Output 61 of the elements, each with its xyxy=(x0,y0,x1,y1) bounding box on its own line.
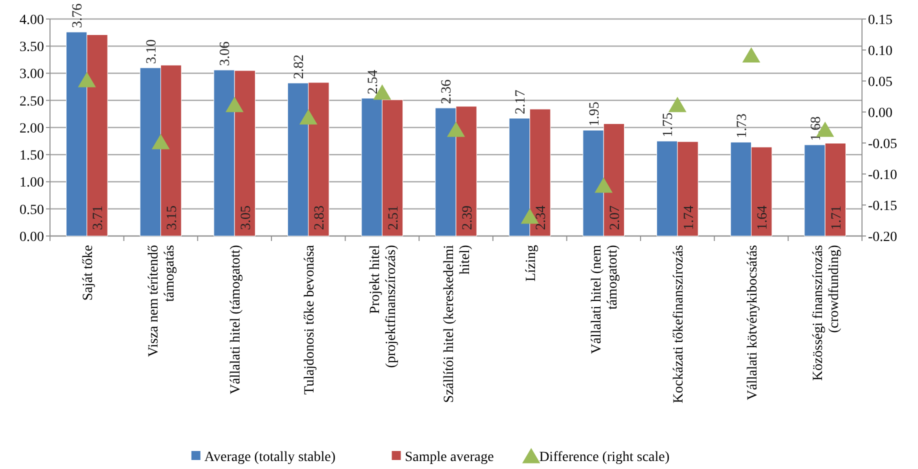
point xyxy=(299,109,318,124)
y-tick-label: 1.00 xyxy=(20,176,44,191)
x-tick-label: Saját tőke xyxy=(80,245,96,301)
y-tick-label: 3.00 xyxy=(20,67,44,82)
y-tick-label: 1.50 xyxy=(20,148,44,164)
point xyxy=(226,96,244,112)
y-tick-label: 2.00 xyxy=(20,121,44,136)
y2-tick-label: -0.20 xyxy=(868,230,898,245)
y-tick-label: 0.50 xyxy=(20,202,44,218)
x-tick-label: Vállalati kötvénykibocsátás xyxy=(745,245,760,400)
x-tick-label: Vállalati hitel (támogatott) xyxy=(228,244,244,394)
data-label: 3.15 xyxy=(165,206,180,230)
data-label: 2.51 xyxy=(386,206,402,230)
point xyxy=(668,96,686,112)
y2-tick-label: -0.15 xyxy=(868,198,898,214)
y2-tick-label: 0.00 xyxy=(868,106,892,121)
x-tick-label: Közösségi finanszírozás (crowdfunding) xyxy=(811,244,842,381)
data-label: 3.06 xyxy=(218,41,234,66)
y2-tick-label: 0.10 xyxy=(868,44,892,59)
data-label: 2.82 xyxy=(292,54,308,80)
point xyxy=(78,72,96,88)
data-label: 3.05 xyxy=(238,206,254,230)
data-label: 1.75 xyxy=(661,112,676,138)
y-tick-label: 2.50 xyxy=(20,94,44,110)
data-label: 1.95 xyxy=(587,102,602,126)
legend-label: Sample average xyxy=(404,450,494,465)
data-label: 2.39 xyxy=(460,206,476,230)
data-label: 2.17 xyxy=(513,90,528,114)
data-label: 3.10 xyxy=(144,39,160,64)
point xyxy=(447,122,465,137)
legend-label: Average (totally stable) xyxy=(204,450,336,465)
data-label: 2.83 xyxy=(312,206,328,230)
x-tick-label: Lízing xyxy=(524,245,539,282)
data-label: 3.76 xyxy=(70,4,86,28)
y2-tick-label: -0.05 xyxy=(868,136,898,152)
point xyxy=(742,47,760,62)
data-label: 2.36 xyxy=(440,79,455,104)
data-label: 2.34 xyxy=(534,206,550,230)
data-label: 1.68 xyxy=(808,116,824,141)
data-label: 1.74 xyxy=(682,206,697,230)
point xyxy=(594,177,613,193)
y-tick-label: 0.00 xyxy=(20,230,44,245)
x-tick-label: Szállítói hitel (kereskedelmi hitel) xyxy=(442,244,473,403)
x-tick-label: Vállalati hitel (nem támogatott) xyxy=(590,244,621,354)
point xyxy=(152,134,170,150)
y2-tick-label: -0.10 xyxy=(868,168,898,183)
data-label: 1.64 xyxy=(756,206,771,230)
y2-tick-label: 0.05 xyxy=(868,74,892,90)
data-label: 2.54 xyxy=(366,70,381,94)
y-tick-label: 4.00 xyxy=(20,12,44,28)
y2-tick-label: 0.15 xyxy=(868,12,892,28)
data-label: 3.71 xyxy=(91,206,106,230)
x-tick-label: Projekt hitel (projektfinanszírozás) xyxy=(368,244,400,368)
x-tick-label: Visza nem térítendő támogatás xyxy=(146,245,178,357)
legend-label: Difference (right scale) xyxy=(539,450,670,465)
data-label: 1.71 xyxy=(829,206,844,230)
x-tick-label: Tulajdonosi tőke bevonása xyxy=(302,244,318,395)
data-label: 1.73 xyxy=(734,114,750,138)
y-tick-label: 3.50 xyxy=(20,40,44,56)
data-label: 2.07 xyxy=(608,206,623,230)
x-tick-label: Kockázati tőkefinanszírozás xyxy=(671,245,686,404)
